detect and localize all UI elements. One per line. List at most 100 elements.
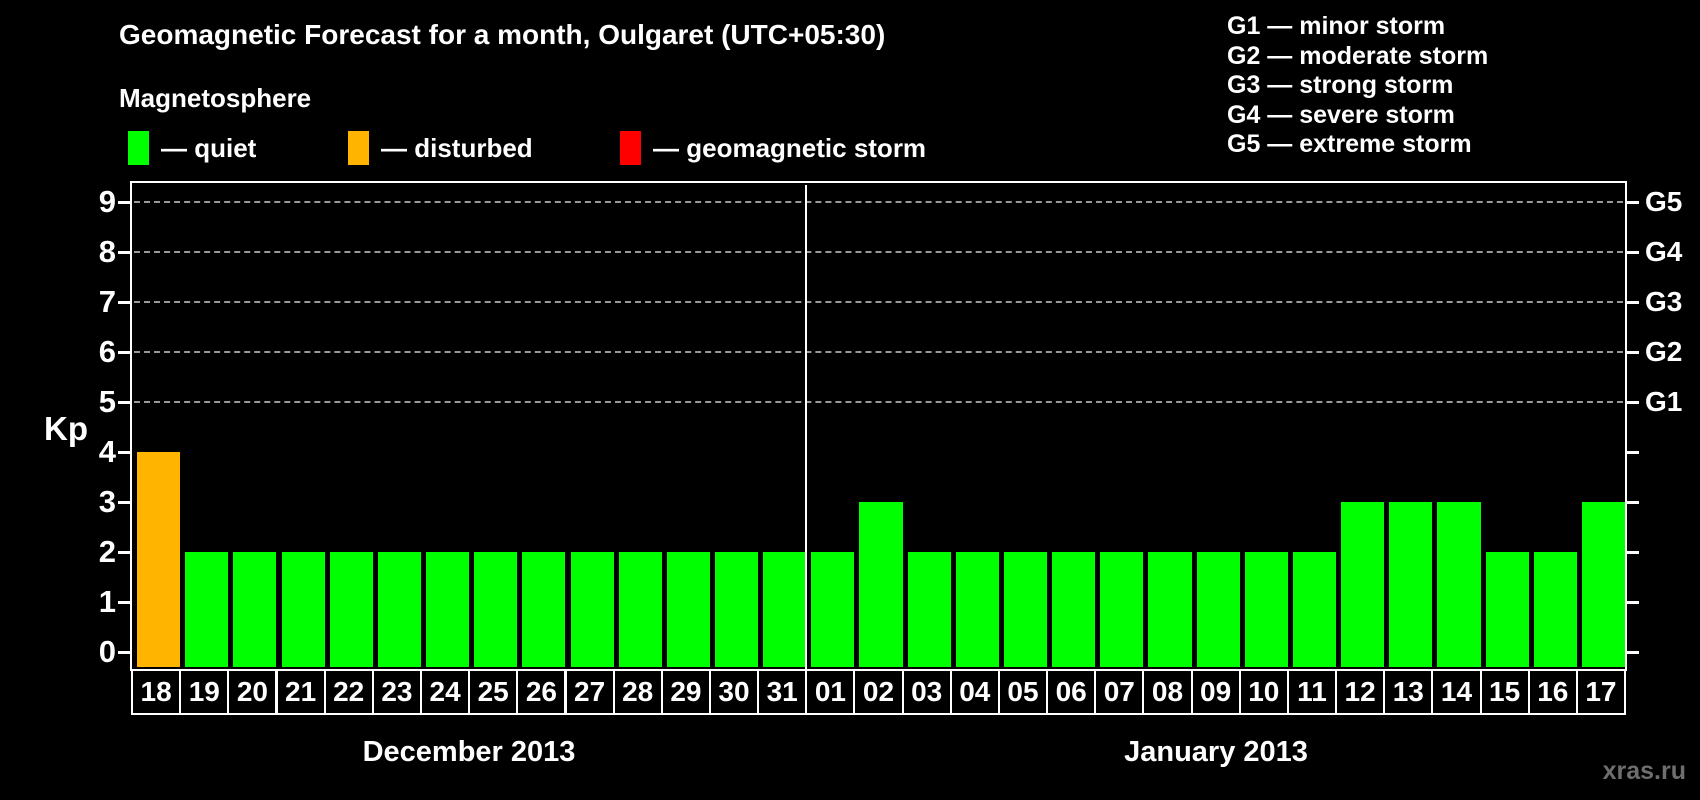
kp-bar	[522, 552, 566, 667]
day-label: 03	[901, 669, 952, 715]
kp-bar	[1003, 552, 1048, 667]
kp-bar	[137, 452, 181, 667]
kp-bar	[1533, 552, 1577, 667]
kp-bar	[1052, 552, 1096, 667]
g-legend-line: G2 — moderate storm	[1227, 41, 1489, 70]
kp-tick-label: 5	[98, 384, 116, 419]
day-label: 08	[1142, 669, 1193, 715]
quiet-color-swatch	[128, 131, 149, 165]
magnetosphere-section-label: Magnetosphere	[119, 83, 312, 113]
kp-bar	[1196, 552, 1240, 667]
day-label: 09	[1190, 669, 1241, 715]
gridline	[134, 301, 1623, 303]
day-label: 26	[516, 669, 567, 715]
kp-bar	[907, 552, 951, 667]
kp-tick	[118, 201, 132, 204]
kp-tick-label: 6	[98, 334, 116, 369]
day-label: 24	[420, 669, 471, 715]
day-label: 05	[997, 669, 1049, 715]
legend-item-label: — geomagnetic storm	[653, 132, 927, 163]
kp-bar	[1485, 552, 1529, 667]
month-label-december: December 2013	[362, 736, 576, 768]
month-separator	[805, 185, 808, 669]
kp-tick	[1625, 651, 1639, 654]
kp-tick	[1625, 201, 1639, 204]
kp-bar	[955, 552, 999, 667]
g-axis-label: G3	[1645, 286, 1683, 317]
day-label: 22	[323, 669, 374, 715]
gridline	[134, 251, 1623, 253]
day-label: 20	[227, 669, 278, 715]
kp-bar	[233, 552, 277, 667]
kp-tick-label: 1	[98, 584, 116, 619]
kp-bar	[763, 552, 807, 667]
gridline	[134, 351, 1623, 353]
kp-tick-label: 4	[98, 434, 116, 469]
kp-tick	[118, 501, 132, 504]
kp-bar	[281, 552, 325, 667]
day-label: 06	[1046, 669, 1097, 715]
legend-item-storm: — geomagnetic storm	[620, 131, 926, 165]
g-legend-line: G3 — strong storm	[1227, 71, 1454, 100]
kp-tick	[118, 251, 132, 254]
day-label: 23	[371, 669, 422, 715]
day-label: 28	[612, 669, 663, 715]
kp-axis-label: Kp	[44, 410, 88, 447]
day-label: 13	[1383, 669, 1434, 715]
kp-bar	[666, 552, 710, 667]
g-scale-legend: G1 — minor storm G2 — moderate storm G3 …	[1227, 12, 1488, 160]
kp-bar	[1244, 552, 1288, 667]
g-axis-label: G5	[1645, 186, 1683, 217]
legend-item-quiet: — quiet	[128, 131, 256, 165]
disturbed-color-swatch	[348, 131, 369, 165]
day-label: 01	[805, 669, 856, 715]
day-label: 25	[468, 669, 519, 715]
watermark: xras.ru	[1602, 757, 1686, 785]
gridline	[134, 201, 1623, 203]
kp-tick-label: 2	[98, 534, 116, 569]
day-label: 07	[1094, 669, 1145, 715]
day-label: 10	[1238, 669, 1289, 715]
kp-bar	[329, 552, 373, 667]
kp-bar	[1389, 502, 1433, 667]
day-label: 16	[1527, 669, 1578, 715]
kp-bar	[377, 552, 421, 667]
kp-bar	[1100, 552, 1144, 667]
kp-tick	[1625, 551, 1639, 554]
kp-bar	[185, 552, 229, 667]
g-axis-label: G2	[1645, 336, 1683, 367]
kp-tick	[118, 401, 132, 404]
day-label: 30	[708, 669, 760, 715]
legend-item-disturbed: — disturbed	[348, 131, 533, 165]
kp-tick	[1625, 301, 1639, 304]
kp-tick	[118, 601, 132, 604]
legend-item-label: — quiet	[161, 132, 257, 163]
day-label: 12	[1335, 669, 1386, 715]
kp-tick	[118, 551, 132, 554]
kp-bar	[426, 552, 470, 667]
day-label: 31	[757, 669, 808, 715]
kp-tick	[1625, 251, 1639, 254]
kp-tick-label: 9	[98, 184, 116, 219]
legend-item-label: — disturbed	[381, 132, 533, 163]
day-label: 15	[1479, 669, 1530, 715]
kp-bar	[1437, 502, 1481, 667]
kp-tick-label: 0	[98, 634, 116, 669]
gridline	[134, 401, 1623, 403]
kp-bar	[811, 552, 855, 667]
kp-bar	[1148, 552, 1192, 667]
kp-bar	[1581, 502, 1625, 667]
g-axis-label: G1	[1645, 386, 1683, 417]
storm-color-swatch	[620, 131, 641, 165]
kp-tick-label: 8	[98, 234, 116, 269]
kp-bar	[570, 552, 614, 667]
kp-tick	[118, 651, 132, 654]
kp-tick	[1625, 351, 1639, 354]
kp-bar	[714, 552, 759, 667]
kp-tick	[1625, 601, 1639, 604]
day-label: 29	[660, 669, 711, 715]
kp-bar	[859, 502, 903, 667]
day-label: 04	[949, 669, 1000, 715]
kp-bar	[1292, 552, 1337, 667]
